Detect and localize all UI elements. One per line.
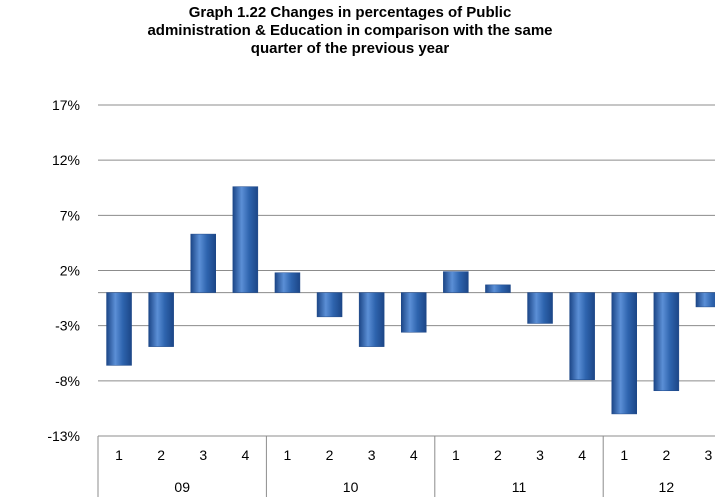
chart-title-line-2: administration & Education in comparison… [147,22,553,39]
bar [695,292,715,308]
bar [190,233,216,293]
bar [485,284,511,293]
x-tick-label: 4 [578,447,586,463]
x-tick-label: 2 [494,447,502,463]
bar [611,292,637,415]
x-group-label: 09 [174,479,190,495]
bar [569,292,595,380]
chart-title-line-3: quarter of the previous year [250,40,450,57]
y-tick-label: -13% [47,428,80,444]
x-group-label: 10 [343,479,359,495]
x-tick-label: 4 [410,447,418,463]
bar [527,292,553,324]
bar [232,186,259,293]
x-tick-label: 1 [620,447,628,463]
bar [274,272,301,293]
y-tick-label: 17% [52,97,80,113]
x-group-label: 11 [512,479,527,495]
chart-title: Graph 1.22 Changes in percentages of Pub… [60,4,640,58]
y-tick-label: 2% [60,263,80,279]
bar [148,292,174,347]
chart-title-line-1: Graph 1.22 Changes in percentages of Pub… [188,4,512,21]
bar [358,292,385,347]
x-tick-label: 2 [326,447,334,463]
y-tick-label: -8% [55,373,80,389]
bar [653,292,680,392]
y-tick-label: 12% [52,152,80,168]
x-tick-label: 4 [241,447,249,463]
x-tick-label: 1 [115,447,123,463]
x-tick-label: 2 [157,447,165,463]
y-tick-label: -3% [55,318,80,334]
x-group-label: 12 [659,479,675,495]
x-tick-label: 3 [368,447,376,463]
bar [401,292,427,333]
x-tick-label: 1 [452,447,460,463]
x-tick-label: 2 [662,447,670,463]
bar [443,271,469,293]
x-tick-label: 3 [705,447,713,463]
x-tick-label: 1 [284,447,292,463]
y-tick-label: 7% [60,207,80,223]
x-tick-label: 3 [199,447,207,463]
bar [316,292,343,318]
x-tick-label: 3 [536,447,544,463]
bar [106,292,132,366]
